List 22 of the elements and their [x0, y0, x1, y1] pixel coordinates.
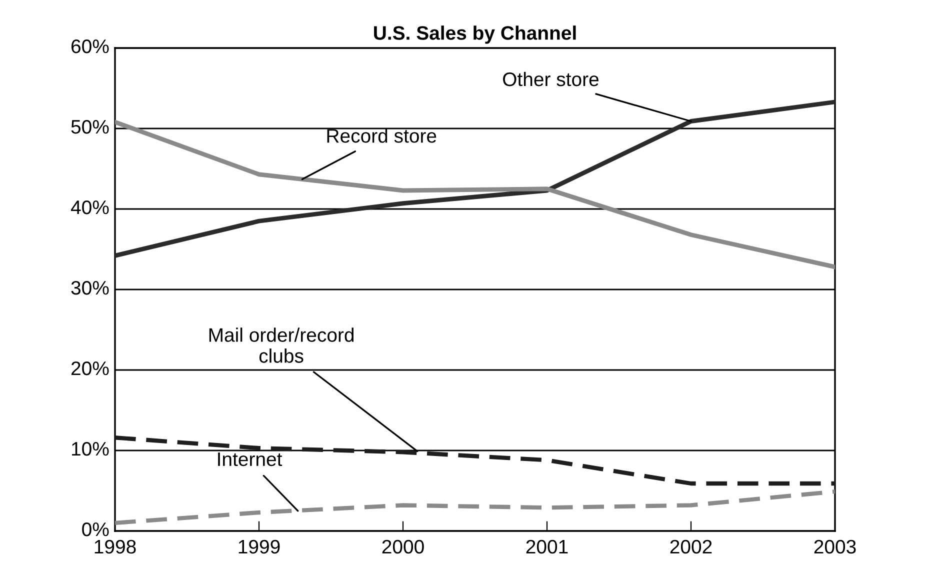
- y-tick-label: 40%: [70, 200, 109, 214]
- x-tick-label: 2003: [814, 540, 856, 554]
- annotation: Internet: [218, 452, 282, 466]
- line-series: [115, 489, 835, 526]
- annotation: Record store: [327, 128, 436, 143]
- x-tick-label: 2001: [526, 540, 568, 554]
- x-tick-label: 2002: [670, 540, 712, 554]
- annotation: Other store: [503, 72, 598, 86]
- annotation: Mail order/record clubs: [209, 328, 354, 363]
- chart-title: U.S. Sales by Channel: [374, 26, 576, 44]
- y-tick-label: 30%: [71, 280, 109, 295]
- line-series: [115, 436, 835, 486]
- line-series: [115, 100, 835, 258]
- line-series: [115, 120, 835, 270]
- y-tick-label: 60%: [72, 39, 109, 54]
- y-tick-label: 10%: [72, 442, 109, 456]
- x-tick-label: 2000: [382, 540, 424, 554]
- y-tick-label: 20%: [72, 361, 109, 376]
- y-tick-label: 0%: [82, 522, 109, 536]
- x-tick-label: 1999: [238, 540, 280, 554]
- y-tick-label: 50%: [71, 120, 109, 134]
- x-tick-label: 1998: [94, 540, 136, 554]
